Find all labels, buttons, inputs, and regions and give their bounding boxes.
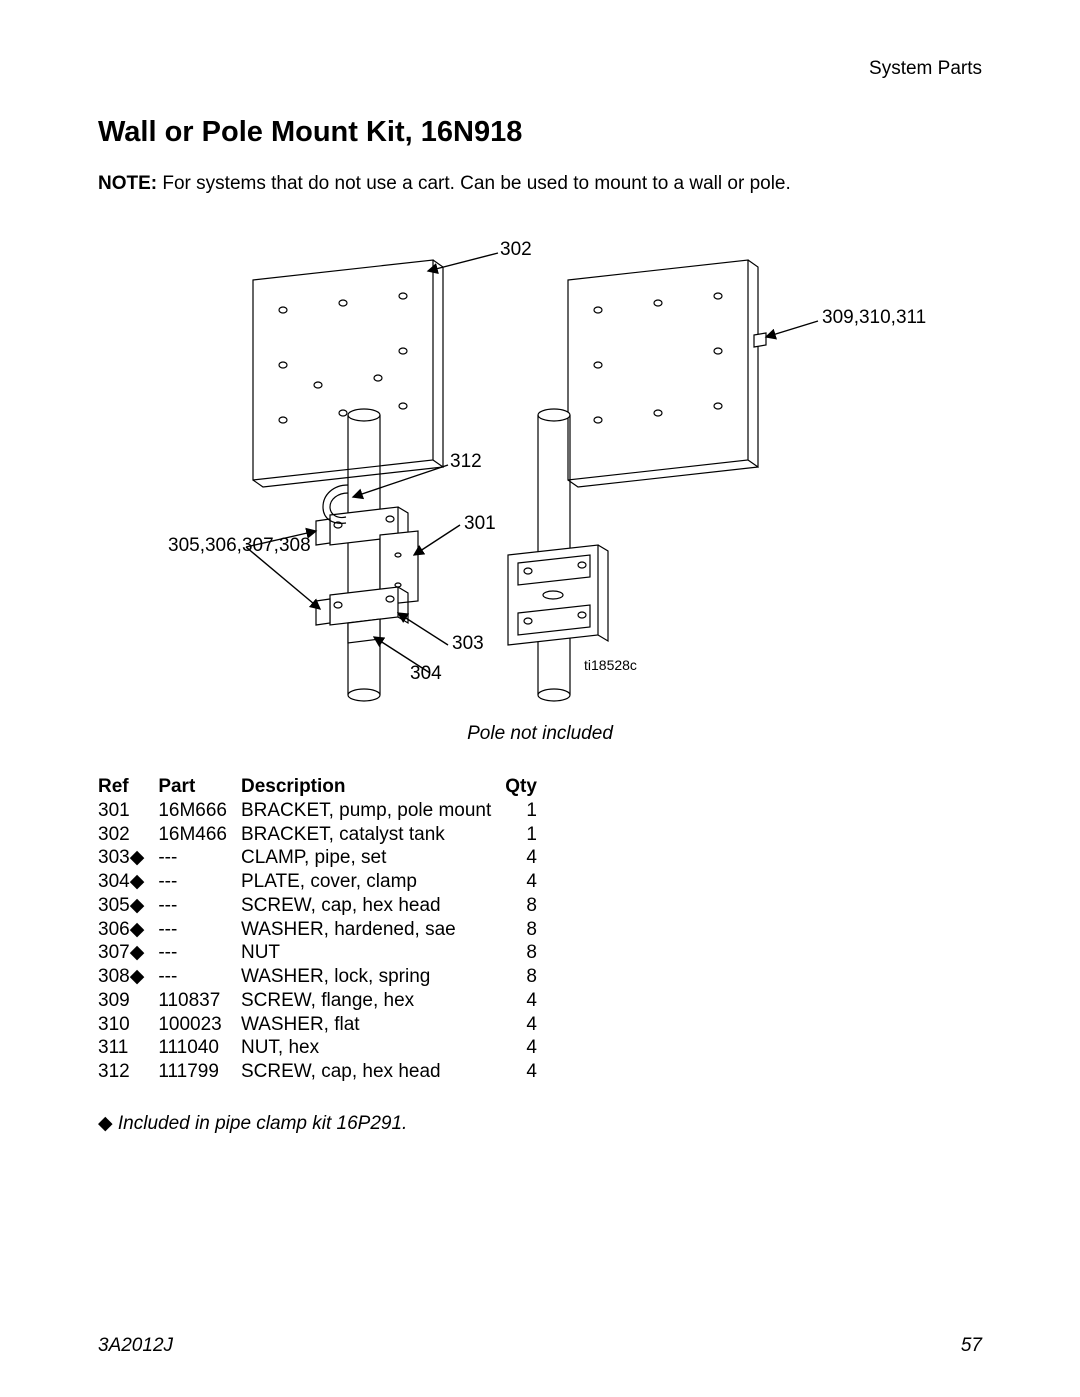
cell-part: 111799 — [158, 1060, 241, 1084]
col-qty: Qty — [505, 775, 551, 799]
cell-ref: 308◆ — [98, 965, 158, 989]
cell-ref: 305◆ — [98, 894, 158, 918]
callout-303: 303 — [452, 633, 484, 655]
cell-desc: SCREW, cap, hex head — [241, 894, 505, 918]
cell-qty: 4 — [505, 1036, 551, 1060]
parts-table-body: 30116M666BRACKET, pump, pole mount1 3021… — [98, 799, 551, 1084]
cell-ref: 306◆ — [98, 918, 158, 942]
note-paragraph: NOTE: For systems that do not use a cart… — [98, 173, 982, 195]
cell-ref: 303◆ — [98, 846, 158, 870]
cell-part: 16M466 — [158, 823, 241, 847]
table-row: 304◆---PLATE, cover, clamp4 — [98, 870, 551, 894]
footnote-text: Included in pipe clamp kit 16P291. — [113, 1113, 408, 1134]
cell-qty: 1 — [505, 799, 551, 823]
exploded-diagram: 302 309,310,311 312 301 305,306,307,308 … — [98, 225, 982, 715]
callout-309-311: 309,310,311 — [822, 307, 926, 329]
callout-304: 304 — [410, 663, 442, 685]
footer-doc-number: 3A2012J — [98, 1335, 173, 1357]
cell-desc: BRACKET, pump, pole mount — [241, 799, 505, 823]
cell-desc: NUT, hex — [241, 1036, 505, 1060]
note-text: For systems that do not use a cart. Can … — [157, 173, 791, 194]
cell-ref: 311 — [98, 1036, 158, 1060]
callout-305-308: 305,306,307,308 — [168, 535, 311, 557]
cell-part: 111040 — [158, 1036, 241, 1060]
cell-qty: 8 — [505, 894, 551, 918]
cell-ref: 301 — [98, 799, 158, 823]
cell-desc: SCREW, cap, hex head — [241, 1060, 505, 1084]
cell-ref: 307◆ — [98, 941, 158, 965]
cell-qty: 8 — [505, 965, 551, 989]
cell-ref: 312 — [98, 1060, 158, 1084]
cell-part: --- — [158, 941, 241, 965]
cell-part: --- — [158, 894, 241, 918]
callout-301: 301 — [464, 513, 496, 535]
cell-part: --- — [158, 870, 241, 894]
cell-qty: 4 — [505, 989, 551, 1013]
table-row: 30116M666BRACKET, pump, pole mount1 — [98, 799, 551, 823]
cell-ref: 310 — [98, 1013, 158, 1037]
cell-part: --- — [158, 846, 241, 870]
callout-302: 302 — [500, 239, 532, 261]
cell-desc: PLATE, cover, clamp — [241, 870, 505, 894]
figure-caption: Pole not included — [98, 723, 982, 745]
cell-desc: CLAMP, pipe, set — [241, 846, 505, 870]
cell-ref: 309 — [98, 989, 158, 1013]
table-row: 309110837SCREW, flange, hex4 — [98, 989, 551, 1013]
cell-part: 110837 — [158, 989, 241, 1013]
cell-part: --- — [158, 918, 241, 942]
col-ref: Ref — [98, 775, 158, 799]
table-row: 30216M466BRACKET, catalyst tank1 — [98, 823, 551, 847]
col-desc: Description — [241, 775, 505, 799]
col-part: Part — [158, 775, 241, 799]
cell-qty: 4 — [505, 1060, 551, 1084]
table-row: 307◆---NUT8 — [98, 941, 551, 965]
note-label: NOTE: — [98, 173, 157, 194]
cell-ref: 302 — [98, 823, 158, 847]
cell-qty: 4 — [505, 870, 551, 894]
table-header-row: Ref Part Description Qty — [98, 775, 551, 799]
cell-part: --- — [158, 965, 241, 989]
callout-312: 312 — [450, 451, 482, 473]
table-row: 305◆---SCREW, cap, hex head8 — [98, 894, 551, 918]
parts-table: Ref Part Description Qty 30116M666BRACKE… — [98, 775, 551, 1084]
cell-qty: 8 — [505, 941, 551, 965]
cell-qty: 4 — [505, 846, 551, 870]
table-row: 312111799SCREW, cap, hex head4 — [98, 1060, 551, 1084]
cell-desc: NUT — [241, 941, 505, 965]
cell-qty: 1 — [505, 823, 551, 847]
cell-desc: WASHER, flat — [241, 1013, 505, 1037]
cell-desc: WASHER, lock, spring — [241, 965, 505, 989]
drawing-reference: ti18528c — [584, 657, 637, 673]
cell-desc: SCREW, flange, hex — [241, 989, 505, 1013]
footer-page-number: 57 — [961, 1335, 982, 1357]
cell-desc: BRACKET, catalyst tank — [241, 823, 505, 847]
section-header: System Parts — [869, 58, 982, 80]
cell-desc: WASHER, hardened, sae — [241, 918, 505, 942]
footnote: ◆ Included in pipe clamp kit 16P291. — [98, 1112, 982, 1135]
cell-part: 100023 — [158, 1013, 241, 1037]
footnote-symbol: ◆ — [98, 1113, 113, 1134]
page-footer: 3A2012J 57 — [98, 1335, 982, 1357]
table-row: 308◆---WASHER, lock, spring8 — [98, 965, 551, 989]
table-row: 310100023WASHER, flat4 — [98, 1013, 551, 1037]
table-row: 311111040NUT, hex4 — [98, 1036, 551, 1060]
table-row: 306◆---WASHER, hardened, sae8 — [98, 918, 551, 942]
cell-qty: 4 — [505, 1013, 551, 1037]
cell-ref: 304◆ — [98, 870, 158, 894]
cell-qty: 8 — [505, 918, 551, 942]
table-row: 303◆---CLAMP, pipe, set4 — [98, 846, 551, 870]
cell-part: 16M666 — [158, 799, 241, 823]
page-title: Wall or Pole Mount Kit, 16N918 — [98, 116, 982, 149]
page: System Parts Wall or Pole Mount Kit, 16N… — [0, 0, 1080, 1397]
diagram-svg — [98, 225, 982, 715]
